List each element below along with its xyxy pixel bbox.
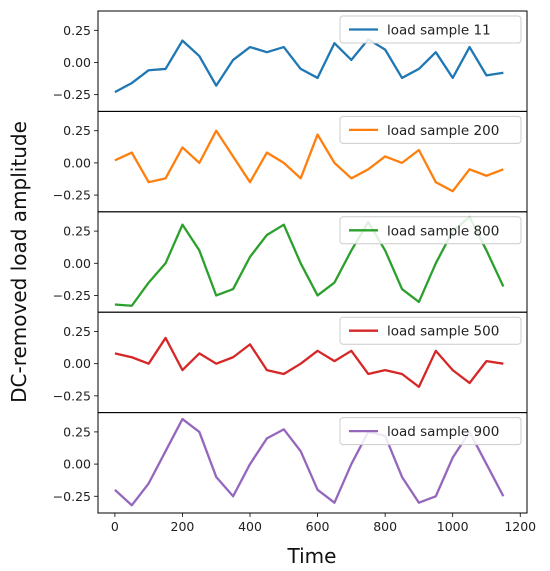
legend-label: load sample 200 bbox=[387, 123, 499, 139]
legend: load sample 200 bbox=[339, 115, 522, 144]
legend-label: load sample 800 bbox=[387, 223, 499, 239]
series-line bbox=[114, 336, 504, 389]
y-tick-label: −0.25 bbox=[53, 188, 91, 203]
series-line bbox=[114, 38, 504, 94]
legend-label: load sample 900 bbox=[387, 424, 499, 440]
x-tick-label: 600 bbox=[306, 519, 330, 534]
legend: load sample 500 bbox=[339, 316, 522, 345]
panel-2: 0.25 0.00 −0.25 load sample 200 bbox=[53, 110, 528, 213]
y-tick-label: 0.25 bbox=[63, 224, 91, 239]
y-tick-label: 0.00 bbox=[63, 55, 91, 70]
x-tick-label: 1200 bbox=[504, 519, 536, 534]
x-tick-label: 0 bbox=[111, 519, 119, 534]
panel-4: 0.25 0.00 −0.25 load sample 500 bbox=[53, 311, 528, 414]
series-line bbox=[114, 215, 505, 307]
legend: load sample 900 bbox=[339, 417, 522, 446]
panel-3: 0.25 0.00 −0.25 load sample 800 bbox=[53, 211, 528, 313]
y-tick-label: 0.25 bbox=[63, 23, 91, 38]
x-axis-title: Time bbox=[287, 544, 337, 568]
panel-frame bbox=[97, 412, 528, 514]
legend-box bbox=[339, 15, 522, 44]
y-tick-label: 0.25 bbox=[63, 424, 91, 439]
y-tick-label: 0.00 bbox=[63, 256, 91, 271]
y-tick-label: −0.25 bbox=[53, 288, 91, 303]
panel-1: 0.25 0.00 −0.25 load sample 11 bbox=[53, 10, 528, 112]
x-tick-label: 400 bbox=[238, 519, 262, 534]
legend-box bbox=[339, 316, 522, 345]
y-tick-label: 0.25 bbox=[63, 123, 91, 138]
legend-label: load sample 11 bbox=[387, 23, 491, 39]
y-tick-label: −0.25 bbox=[53, 388, 91, 403]
shared-x-axis: 0 200 400 600 800 1000 1200 bbox=[111, 513, 536, 534]
legend-label: load sample 500 bbox=[387, 324, 499, 340]
y-tick-label: 0.00 bbox=[63, 356, 91, 371]
legend: load sample 11 bbox=[339, 15, 522, 44]
series-line bbox=[114, 417, 505, 507]
y-tick-label: −0.25 bbox=[53, 87, 91, 102]
legend-box bbox=[339, 115, 522, 144]
legend-box bbox=[339, 417, 522, 446]
legend: load sample 800 bbox=[339, 216, 522, 245]
legend-box bbox=[339, 216, 522, 245]
y-tick-label: 0.25 bbox=[63, 324, 91, 339]
x-tick-label: 200 bbox=[171, 519, 195, 534]
panels: 0.25 0.00 −0.25 load sample 11 0.25 0.00 −0.25… bbox=[53, 10, 528, 514]
y-tick-label: −0.25 bbox=[53, 489, 91, 504]
y-tick-label: 0.00 bbox=[63, 457, 91, 472]
series-line bbox=[114, 129, 504, 193]
y-axis-title: DC-removed load amplitude bbox=[7, 121, 31, 403]
x-tick-label: 800 bbox=[373, 519, 397, 534]
y-tick-label: 0.00 bbox=[63, 155, 91, 170]
panel-5: 0.25 0.00 −0.25 load sample 900 bbox=[53, 412, 528, 514]
x-tick-label: 1000 bbox=[437, 519, 469, 534]
